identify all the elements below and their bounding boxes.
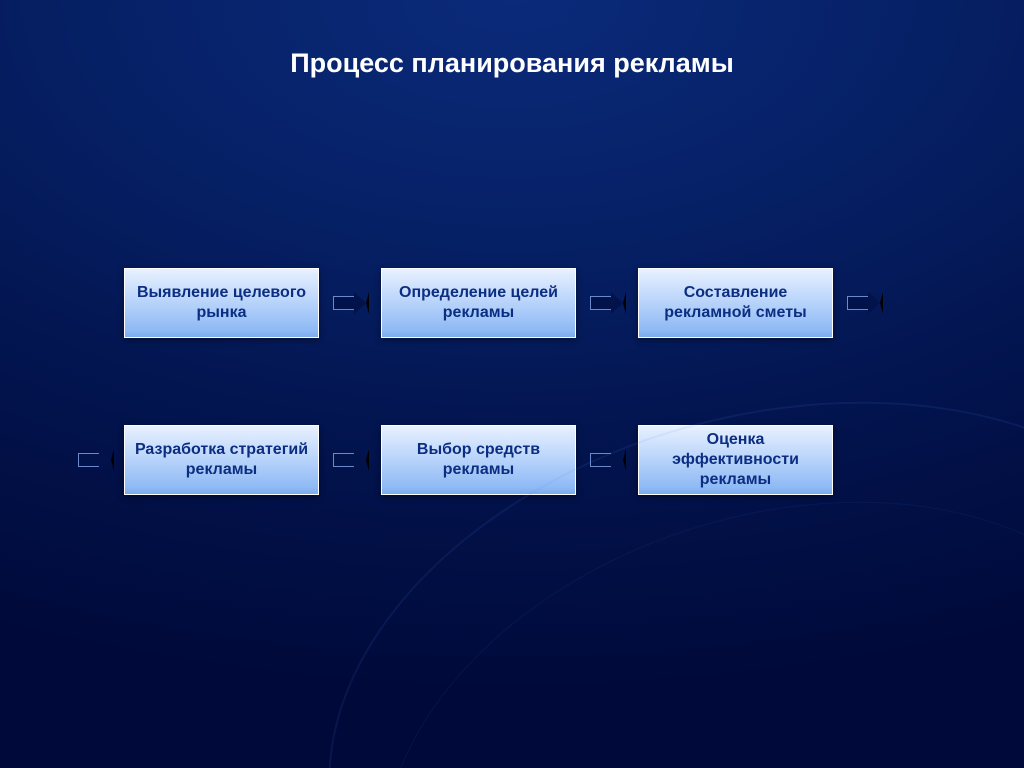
arrow-icon-2 [590, 292, 626, 314]
arrow-icon-4 [78, 449, 114, 471]
arrow-icon-1 [333, 292, 369, 314]
box-budget: Составление рекламной сметы [638, 268, 833, 338]
box-target-market: Выявление целевого рынка [124, 268, 319, 338]
arrow-icon-6 [590, 449, 626, 471]
arrow-icon-5 [333, 449, 369, 471]
box-define-goals: Определение целей рекламы [381, 268, 576, 338]
arrow-icon-3 [847, 292, 883, 314]
box-media: Выбор средств рекламы [381, 425, 576, 495]
box-evaluation: Оценка эффективности рекламы [638, 425, 833, 495]
slide: Процесс планирования рекламы Выявление ц… [0, 0, 1024, 768]
slide-title: Процесс планирования рекламы [0, 48, 1024, 79]
box-strategy: Разработка стратегий рекламы [124, 425, 319, 495]
